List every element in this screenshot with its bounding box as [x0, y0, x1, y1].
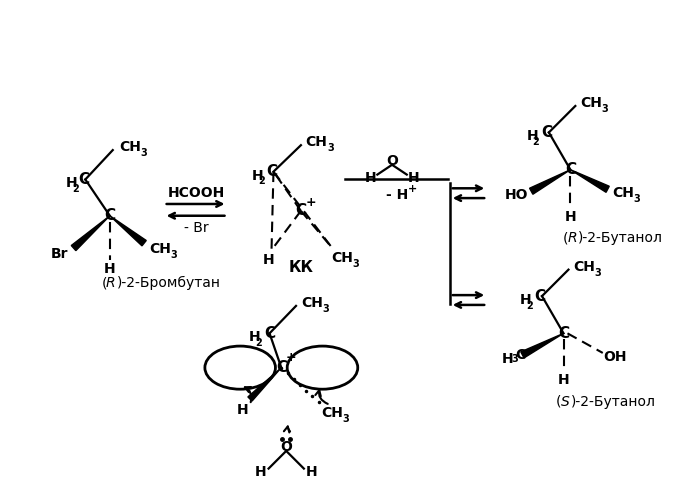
Text: CH: CH	[120, 140, 141, 154]
Text: H: H	[527, 130, 538, 143]
Text: КК: КК	[289, 260, 313, 275]
Text: H: H	[66, 176, 78, 191]
Text: C: C	[104, 208, 116, 223]
Text: C: C	[78, 172, 89, 187]
Text: +: +	[286, 351, 296, 364]
Text: 2: 2	[533, 137, 540, 147]
Text: +: +	[305, 196, 316, 209]
Text: H: H	[252, 168, 264, 182]
Text: CH: CH	[321, 406, 343, 420]
Text: (: (	[556, 395, 561, 409]
Text: 3: 3	[343, 414, 349, 423]
Text: C: C	[264, 326, 275, 341]
Text: H: H	[249, 330, 261, 344]
Text: )-2-Бромбутан: )-2-Бромбутан	[117, 276, 221, 290]
Text: - Br: - Br	[184, 221, 208, 235]
Text: H: H	[263, 253, 275, 267]
Text: )-2-Бутанол: )-2-Бутанол	[572, 395, 657, 409]
Text: R: R	[567, 231, 577, 245]
Text: 3: 3	[170, 250, 177, 260]
Polygon shape	[570, 170, 609, 193]
Polygon shape	[110, 216, 146, 246]
Text: H: H	[408, 171, 419, 185]
Text: C: C	[266, 164, 277, 179]
Text: HO: HO	[504, 188, 528, 202]
Text: CH: CH	[306, 135, 327, 149]
Text: O: O	[280, 440, 292, 454]
Text: 3: 3	[634, 194, 640, 204]
Text: S: S	[561, 395, 570, 409]
Text: 3: 3	[352, 259, 359, 269]
Text: H: H	[502, 352, 513, 366]
Text: C: C	[534, 289, 545, 303]
Text: H: H	[255, 466, 266, 479]
Text: CH: CH	[149, 242, 171, 256]
Text: C: C	[295, 203, 307, 218]
Text: H: H	[558, 373, 570, 388]
Text: 2: 2	[255, 338, 262, 348]
Text: CH: CH	[580, 96, 602, 110]
Text: 3: 3	[140, 148, 147, 158]
Text: )-2-Бутанол: )-2-Бутанол	[579, 231, 663, 245]
Text: Br: Br	[51, 247, 69, 261]
Text: O: O	[386, 154, 398, 168]
Text: H: H	[236, 403, 248, 417]
Polygon shape	[248, 367, 282, 401]
Text: 3: 3	[511, 354, 518, 364]
Text: CH: CH	[301, 296, 322, 310]
Text: +: +	[408, 184, 417, 194]
Text: H: H	[306, 466, 318, 479]
Text: 3: 3	[601, 104, 608, 114]
Text: C: C	[558, 326, 569, 341]
Text: 3: 3	[594, 268, 601, 278]
Text: 2: 2	[526, 301, 533, 311]
Text: R: R	[106, 276, 116, 290]
Text: - H: - H	[386, 188, 408, 202]
Polygon shape	[521, 333, 563, 358]
Polygon shape	[71, 216, 110, 250]
Text: CH: CH	[573, 260, 595, 274]
Text: C: C	[565, 162, 576, 177]
Text: OH: OH	[603, 350, 626, 364]
Text: 3: 3	[327, 143, 334, 153]
Text: H: H	[520, 293, 531, 307]
Text: CH: CH	[612, 186, 635, 200]
Text: C: C	[516, 348, 525, 362]
Text: H: H	[365, 171, 376, 185]
Text: (: (	[563, 231, 568, 245]
Text: C: C	[275, 360, 287, 375]
Text: HCOOH: HCOOH	[167, 186, 225, 200]
Text: 2: 2	[258, 176, 265, 186]
Polygon shape	[529, 170, 570, 194]
Text: 2: 2	[72, 184, 79, 194]
Text: (: (	[102, 276, 108, 290]
Text: CH: CH	[331, 251, 353, 265]
Text: H: H	[104, 262, 116, 276]
Text: 3: 3	[322, 304, 329, 314]
Text: C: C	[541, 125, 552, 140]
Text: H: H	[565, 210, 576, 224]
